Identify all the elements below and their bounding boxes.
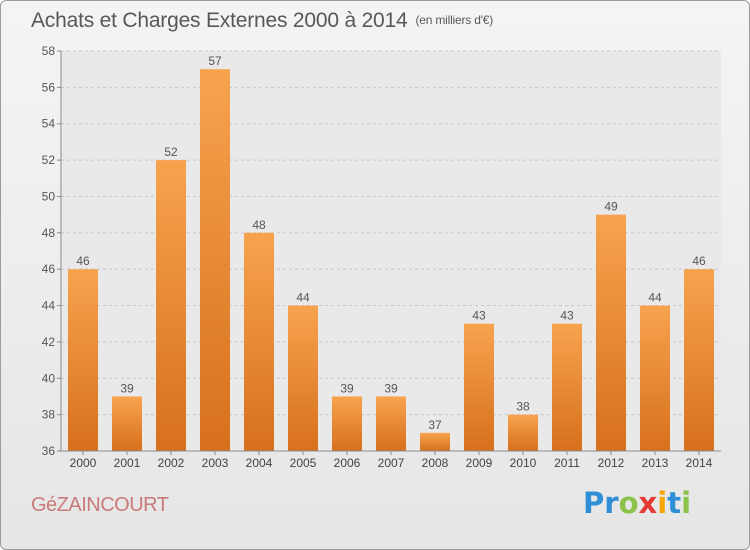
logo-letter: t — [667, 486, 682, 520]
bar-value-label: 43 — [472, 309, 486, 323]
x-tick-label: 2010 — [510, 456, 537, 470]
y-tick-label: 58 — [42, 44, 56, 58]
logo-letter: r — [604, 486, 619, 520]
bar — [552, 323, 582, 451]
bar-value-label: 39 — [384, 381, 398, 395]
bar — [112, 396, 142, 451]
logo-letter: i — [657, 486, 668, 520]
bar — [200, 69, 230, 451]
y-tick-label: 54 — [42, 117, 56, 131]
y-tick-label: 50 — [42, 189, 56, 203]
y-tick-label: 48 — [42, 226, 56, 240]
x-tick-label: 2006 — [334, 456, 361, 470]
bar-value-label: 46 — [76, 254, 90, 268]
x-tick-label: 2000 — [70, 456, 97, 470]
bar — [288, 305, 318, 451]
bar — [596, 214, 626, 451]
x-tick-label: 2001 — [114, 456, 141, 470]
y-tick-label: 56 — [42, 80, 56, 94]
y-tick-label: 46 — [42, 262, 56, 276]
y-tick-label: 36 — [42, 444, 56, 458]
x-tick-label: 2014 — [686, 456, 713, 470]
x-tick-label: 2009 — [466, 456, 493, 470]
bar-value-label: 48 — [252, 218, 266, 232]
bar-value-label: 57 — [208, 54, 222, 68]
x-tick-label: 2013 — [642, 456, 669, 470]
x-tick-label: 2007 — [378, 456, 405, 470]
bar — [156, 160, 186, 451]
bars — [68, 69, 714, 451]
bar — [244, 232, 274, 451]
x-tick-label: 2005 — [290, 456, 317, 470]
logo-letter: P — [583, 486, 605, 520]
bar-value-label: 46 — [692, 254, 706, 268]
y-tick-label: 38 — [42, 408, 56, 422]
bar-value-label: 38 — [516, 400, 530, 414]
bar — [376, 396, 406, 451]
place-name: GéZAINCOURT — [31, 494, 169, 516]
bar — [332, 396, 362, 451]
bar-value-label: 52 — [164, 145, 178, 159]
x-tick-label: 2011 — [554, 456, 580, 470]
x-tick-label: 2004 — [246, 456, 273, 470]
y-tick-label: 44 — [42, 299, 56, 313]
chart-title: Achats et Charges Externes 2000 à 2014 (e… — [31, 9, 493, 33]
bar-value-label: 39 — [120, 381, 134, 395]
bar — [464, 323, 494, 451]
y-tick-label: 40 — [42, 371, 56, 385]
chart-unit-note: (en milliers d'€) — [415, 13, 494, 27]
bar — [420, 432, 450, 451]
bar — [640, 305, 670, 451]
x-axis-ticks: 2000 2001 2002 2003 2004 2005 2006 2007 2008 2009… — [70, 451, 713, 470]
y-tick-label: 42 — [42, 335, 56, 349]
x-tick-label: 2002 — [158, 456, 185, 470]
bar-value-label: 49 — [604, 200, 618, 214]
logo-letter: i — [681, 486, 692, 520]
x-tick-label: 2003 — [202, 456, 229, 470]
bar — [508, 414, 538, 451]
logo-letter: o — [618, 486, 639, 520]
bar — [68, 269, 98, 451]
y-axis-ticks: 36 38 40 42 44 46 48 50 52 54 56 58 — [42, 44, 61, 458]
bar — [684, 269, 714, 451]
chart-title-text: Achats et Charges Externes 2000 à 2014 — [31, 9, 408, 32]
bar-value-label: 37 — [428, 418, 442, 432]
x-tick-label: 2008 — [422, 456, 449, 470]
y-tick-label: 52 — [42, 153, 56, 167]
bar-value-label: 39 — [340, 381, 354, 395]
bar-value-labels: 46 39 52 57 48 44 39 39 37 43 38 43 49 44 46 — [76, 54, 706, 432]
bar-value-label: 44 — [296, 291, 310, 305]
bar-value-label: 43 — [560, 309, 574, 323]
logo-letter: x — [638, 486, 658, 520]
x-tick-label: 2012 — [598, 456, 625, 470]
proxiti-logo: Proxiti — [583, 486, 691, 520]
bar-value-label: 44 — [648, 291, 662, 305]
